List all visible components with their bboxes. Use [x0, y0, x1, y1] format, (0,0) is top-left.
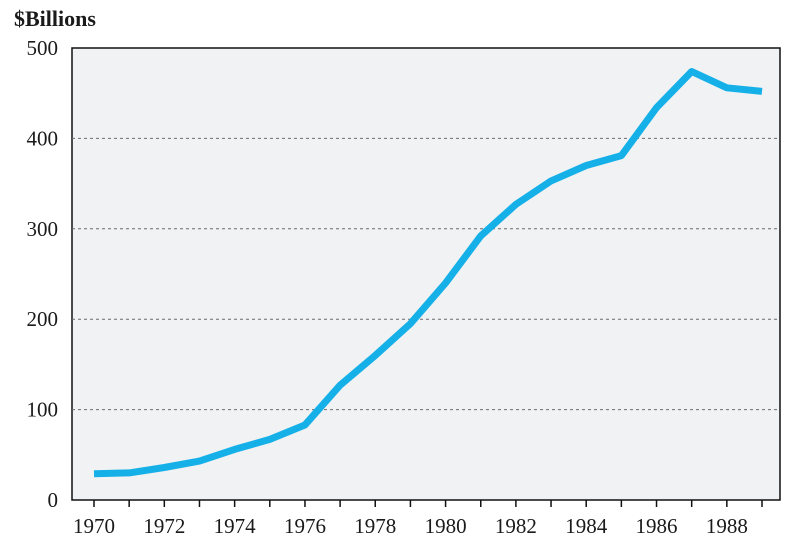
- y-tick-label: 0: [48, 488, 59, 512]
- x-tick-label: 1978: [354, 514, 396, 538]
- x-tick-label: 1986: [636, 514, 678, 538]
- x-tick-label: 1980: [425, 514, 467, 538]
- x-tick-label: 1988: [706, 514, 748, 538]
- x-tick-label: 1984: [565, 514, 608, 538]
- x-tick-label: 1972: [143, 514, 185, 538]
- y-axis-ticks: 0 100 200 300 400 500: [27, 36, 59, 512]
- x-axis-ticks: 1970 1972 1974 1976 1978 1980 1982 1984 1986 1988: [73, 500, 763, 538]
- y-unit-label: $Billions: [14, 6, 96, 31]
- y-tick-label: 300: [27, 217, 59, 241]
- y-tick-label: 200: [27, 307, 59, 331]
- series-line: [93, 68, 763, 478]
- y-tick-label: 400: [27, 126, 59, 150]
- gridlines: [72, 137, 780, 411]
- x-tick-label: 1982: [495, 514, 537, 538]
- x-tick-label: 1974: [214, 514, 257, 538]
- plot-area: [71, 47, 781, 501]
- y-tick-label: 100: [27, 398, 59, 422]
- series-group: [93, 68, 763, 478]
- x-tick-label: 1976: [284, 514, 326, 538]
- x-tick-label: 1970: [73, 514, 115, 538]
- y-tick-label: 500: [27, 36, 59, 60]
